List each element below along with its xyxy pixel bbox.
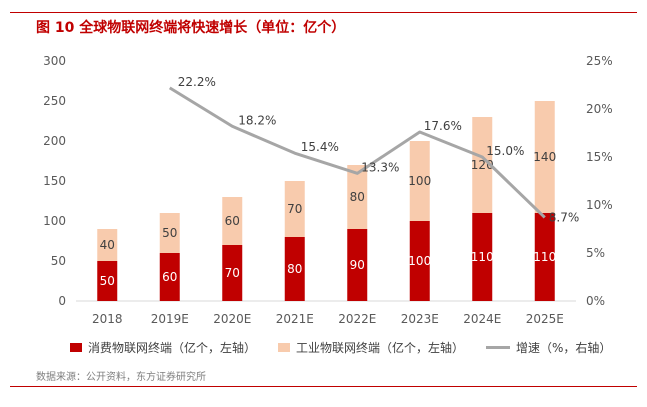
y-left-tick-label: 0: [58, 294, 66, 308]
bar-consumer: [97, 261, 118, 301]
growth-label: 15.4%: [301, 140, 339, 154]
y-left-tick-label: 250: [43, 94, 66, 108]
x-tick-label: 2023E: [401, 312, 439, 326]
y-right-tick-label: 0%: [586, 294, 605, 308]
legend-item-growth: 增速（%，右轴）: [486, 339, 611, 356]
legend-item-industrial: 工业物联网终端（亿个，左轴）: [278, 339, 464, 356]
y-right-tick-label: 10%: [586, 198, 613, 212]
x-tick-label: 2024E: [463, 312, 501, 326]
growth-label: 22.2%: [178, 75, 216, 89]
bar-consumer: [409, 221, 430, 301]
bar-label-industrial: 100: [408, 174, 431, 188]
bar-label-consumer: 110: [533, 250, 556, 264]
x-tick-label: 2022E: [338, 312, 376, 326]
bar-industrial: [159, 213, 180, 253]
source-note: 数据来源：公开资料，东方证券研究所: [36, 372, 206, 383]
bar-label-industrial: 60: [225, 214, 240, 228]
y-right-tick-label: 20%: [586, 102, 613, 116]
bottom-rule: [10, 386, 637, 387]
chart-legend: 消费物联网终端（亿个，左轴） 工业物联网终端（亿个，左轴） 增速（%，右轴）: [70, 339, 611, 356]
bar-label-industrial: 140: [533, 150, 556, 164]
x-tick-label: 2020E: [213, 312, 251, 326]
growth-label: 8.7%: [549, 210, 580, 224]
legend-label-consumer: 消费物联网终端（亿个，左轴）: [88, 341, 257, 355]
y-left-tick-label: 300: [43, 54, 66, 68]
x-tick-label: 2018: [92, 312, 123, 326]
legend-label-growth: 增速（%，右轴）: [516, 341, 612, 355]
growth-label: 15.0%: [486, 144, 524, 158]
bar-label-industrial: 50: [162, 226, 177, 240]
legend-label-industrial: 工业物联网终端（亿个，左轴）: [296, 341, 465, 355]
bar-label-consumer: 90: [350, 258, 365, 272]
bar-label-consumer: 110: [471, 250, 494, 264]
bar-industrial: [534, 101, 555, 213]
growth-label: 13.3%: [361, 160, 399, 174]
bar-consumer: [222, 245, 243, 301]
bar-label-consumer: 100: [408, 254, 431, 268]
bar-label-consumer: 80: [287, 262, 302, 276]
bar-label-industrial: 40: [100, 238, 115, 252]
bar-label-industrial: 80: [350, 190, 365, 204]
x-tick-label: 2025E: [526, 312, 564, 326]
bar-industrial: [97, 229, 118, 261]
x-tick-label: 2021E: [276, 312, 314, 326]
legend-swatch-growth: [486, 346, 511, 349]
y-right-tick-label: 15%: [586, 150, 613, 164]
bar-industrial: [472, 117, 493, 213]
growth-label: 18.2%: [238, 113, 276, 127]
bar-industrial: [347, 165, 368, 229]
bar-consumer: [347, 229, 368, 301]
bar-consumer: [472, 213, 493, 301]
growth-label: 17.6%: [424, 119, 462, 133]
bar-label-consumer: 70: [225, 266, 240, 280]
y-left-tick-label: 50: [51, 254, 66, 268]
bar-label-consumer: 50: [100, 274, 115, 288]
bar-label-industrial: 70: [287, 202, 302, 216]
bar-label-consumer: 60: [162, 270, 177, 284]
y-left-tick-label: 100: [43, 214, 66, 228]
x-tick-label: 2019E: [151, 312, 189, 326]
bar-industrial: [284, 181, 305, 237]
y-right-tick-label: 5%: [586, 246, 605, 260]
y-left-tick-label: 200: [43, 134, 66, 148]
y-right-tick-label: 25%: [586, 54, 613, 68]
bar-consumer: [159, 253, 180, 301]
legend-swatch-industrial: [278, 343, 291, 352]
legend-item-consumer: 消费物联网终端（亿个，左轴）: [70, 339, 256, 356]
figure-title: 图 10 全球物联网终端将快速增长（单位：亿个）: [36, 20, 346, 36]
bar-industrial: [222, 197, 243, 245]
top-rule: [10, 12, 637, 13]
bar-consumer: [534, 213, 555, 301]
bar-industrial: [409, 141, 430, 221]
growth-line: [168, 86, 546, 219]
y-left-tick-label: 150: [43, 174, 66, 188]
bar-consumer: [284, 237, 305, 301]
legend-swatch-consumer: [70, 343, 82, 352]
